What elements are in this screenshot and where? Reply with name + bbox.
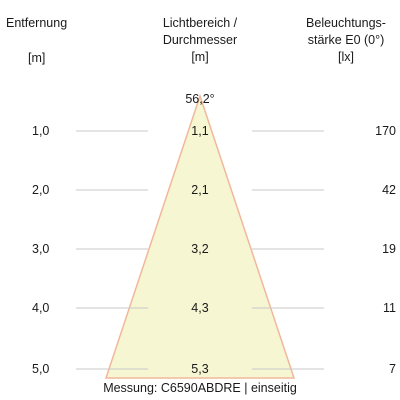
distance-header-unit: [m] — [28, 51, 46, 65]
illuminance-header-line2: stärke E0 (0°) — [307, 33, 385, 47]
light-area-header-line2: Durchmesser — [162, 33, 238, 47]
diameter-value: 2,1 — [191, 183, 209, 197]
illuminance-value: 19 — [382, 242, 396, 256]
distance-header: Entfernung [m] — [0, 15, 86, 67]
illuminance-value: 170 — [375, 124, 396, 138]
diameter-value: 4,3 — [191, 301, 209, 315]
illuminance-header-line1: Beleuchtungs- — [306, 16, 386, 30]
measurement-caption: Messung: C6590ABDRE | einseitig — [103, 381, 297, 395]
diameter-value: 1,1 — [191, 124, 209, 138]
distance-value: 2,0 — [32, 183, 50, 197]
diameter-value: 5,3 — [191, 362, 209, 376]
light-area-header-line1: Lichtbereich / — [162, 16, 238, 30]
distance-header-label: Entfernung — [6, 16, 68, 30]
illuminance-value: 42 — [382, 183, 396, 197]
light-area-header: Lichtbereich / Durchmesser [m] — [140, 15, 260, 66]
beam-angle-label: 56,2° — [185, 92, 215, 106]
illuminance-value: 11 — [383, 301, 396, 315]
illuminance-value: 7 — [389, 362, 396, 376]
distance-value: 3,0 — [32, 242, 50, 256]
guide-lines — [76, 130, 324, 370]
distance-value: 5,0 — [32, 362, 50, 376]
light-cone — [104, 93, 296, 379]
illuminance-header-unit: [lx] — [338, 50, 354, 64]
light-area-header-unit: [m] — [191, 50, 209, 64]
illuminance-header: Beleuchtungs- stärke E0 (0°) [lx] — [292, 15, 400, 66]
distance-value: 4,0 — [32, 301, 50, 315]
diameter-value: 3,2 — [191, 242, 209, 256]
distance-value: 1,0 — [32, 124, 50, 138]
